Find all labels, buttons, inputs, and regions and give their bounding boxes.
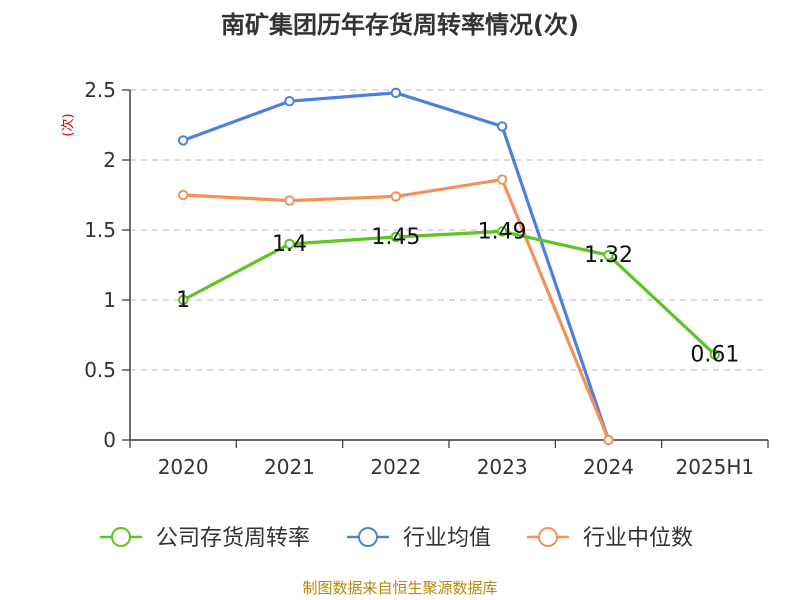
y-tick-label: 0 [103, 428, 116, 452]
data-point [390, 191, 402, 202]
data-point [496, 226, 508, 237]
data-label: 0.61 [690, 343, 739, 368]
x-tick-label: 2022 [370, 455, 421, 479]
data-label: 1.49 [478, 219, 527, 244]
y-axis-label: (次) [60, 113, 76, 136]
data-point [603, 250, 614, 261]
series-line [182, 229, 716, 356]
legend-item[interactable]: 行业均值 [347, 526, 491, 551]
data-point [709, 349, 721, 360]
y-tick-label: 1.5 [84, 218, 116, 242]
legend-item[interactable]: 公司存货周转率 [100, 526, 310, 551]
x-tick-label: 2024 [583, 455, 634, 479]
legend-swatch-marker [111, 527, 131, 547]
data-point [603, 434, 614, 446]
source-note: 制图数据来自恒生聚源数据库 [302, 579, 497, 597]
legend-swatch-marker [358, 527, 378, 547]
data-point [177, 135, 189, 146]
legend-label: 行业中位数 [583, 526, 693, 551]
x-tick-label: 2020 [158, 455, 209, 479]
data-point [177, 294, 189, 306]
data-labels: 1 1.4 1.45 1.49 1.32 0.61 [176, 219, 739, 367]
x-tick-label: 2023 [477, 455, 528, 479]
gridlines [130, 89, 768, 371]
data-point [284, 96, 295, 107]
data-point [390, 231, 402, 243]
legend[interactable]: 公司存货周转率 行业均值 行业中位数 [100, 526, 693, 551]
legend-label: 公司存货周转率 [156, 526, 310, 551]
y-tick-label: 1 [103, 288, 116, 312]
series-line [183, 178, 610, 441]
data-label: 1.32 [584, 243, 633, 268]
data-point [284, 238, 295, 250]
data-label: 1.4 [272, 232, 307, 257]
y-tick-label: 2 [103, 148, 116, 172]
series-lines [177, 87, 721, 446]
legend-swatch-marker [538, 527, 558, 547]
data-point [177, 189, 189, 201]
y-tick-label: 2.5 [84, 78, 116, 102]
legend-item[interactable]: 行业中位数 [527, 526, 693, 551]
data-point [496, 121, 508, 132]
data-label: 1.45 [371, 225, 420, 250]
chart-title: 南矿集团历年存货周转率情况(次) [221, 11, 579, 39]
data-point [496, 174, 508, 185]
axes: 0 0.5 1 1.5 2 2.5 2020 2021 2022 2023 2024 2025H1 [84, 78, 769, 479]
data-label: 1 [176, 288, 190, 313]
legend-label: 行业均值 [403, 526, 491, 551]
y-tick-label: 0.5 [84, 358, 116, 382]
x-tick-label: 2025H1 [675, 455, 754, 479]
x-tick-label: 2021 [264, 455, 315, 479]
data-point [390, 87, 402, 99]
data-point [284, 195, 295, 206]
